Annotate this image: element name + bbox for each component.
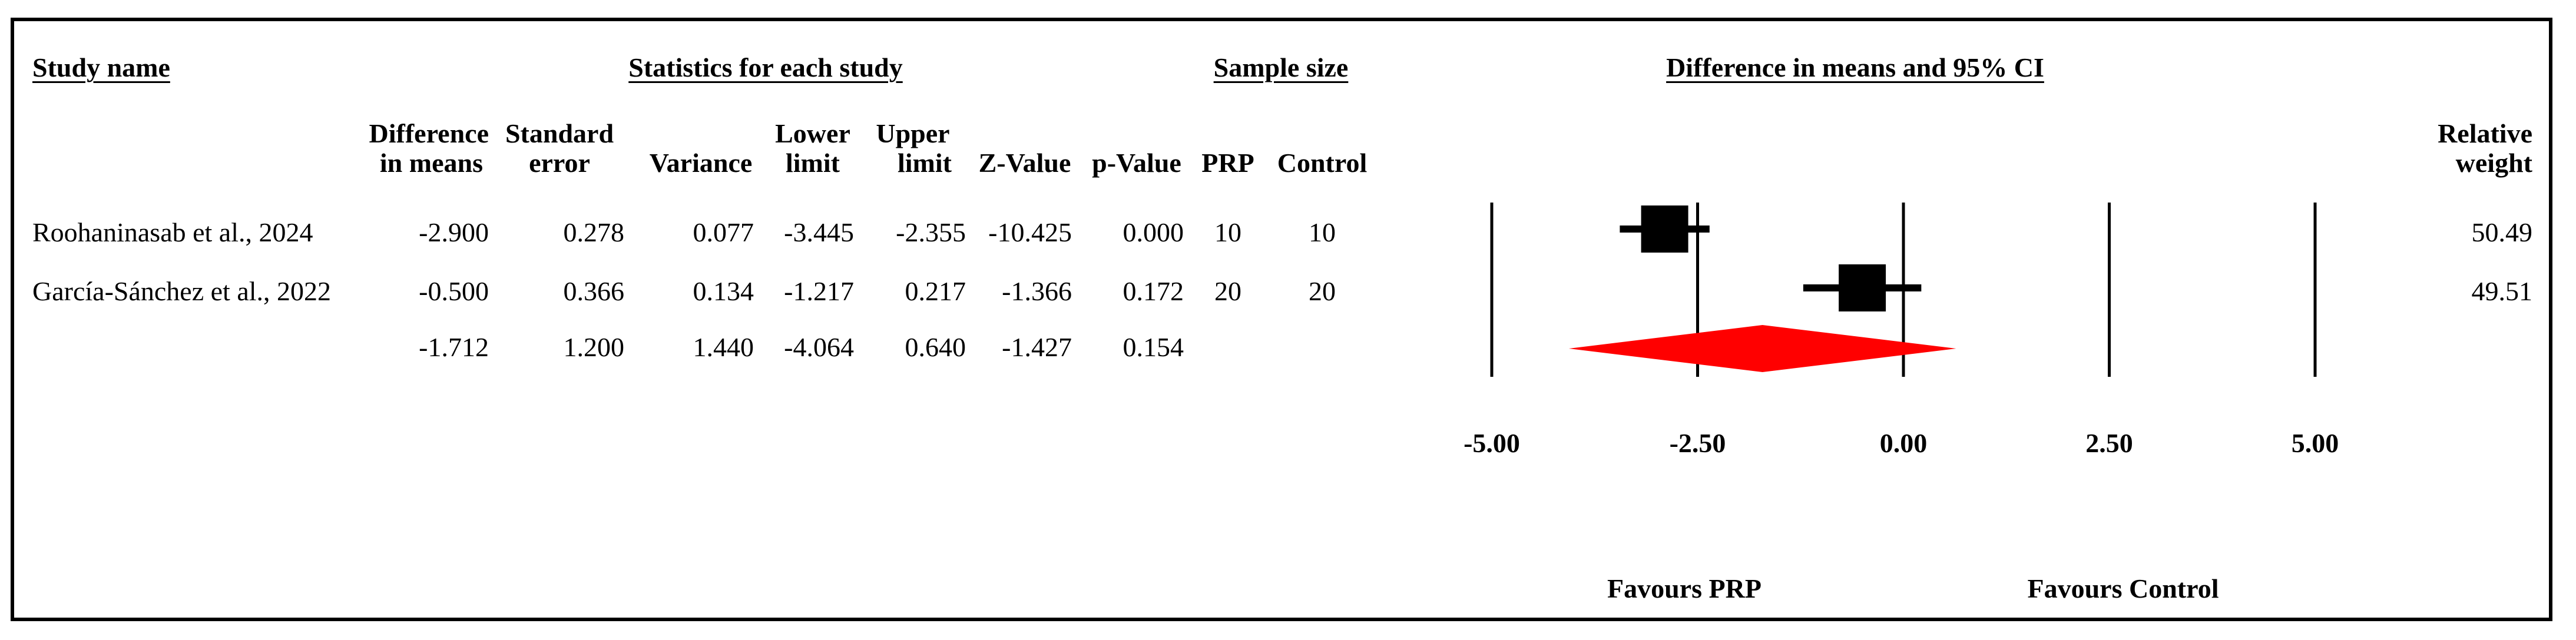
header-sample-size: Sample size bbox=[1213, 52, 1349, 82]
col-prp: PRP bbox=[1201, 148, 1254, 178]
x-tick-label-2: 0.00 bbox=[1880, 428, 1928, 458]
col-se-line1: Standard bbox=[505, 118, 614, 148]
summary-variance: 1.440 bbox=[693, 332, 754, 362]
col-weight-line1: Relative bbox=[2438, 118, 2532, 148]
study-marker-2 bbox=[1839, 264, 1886, 311]
row2-control: 20 bbox=[1309, 276, 1336, 306]
summary-diamond bbox=[1568, 325, 1956, 372]
col-weight-line2: weight bbox=[2455, 148, 2532, 178]
col-diff-line2: in means bbox=[379, 148, 483, 178]
favours-prp-label: Favours PRP bbox=[1607, 573, 1762, 603]
favours-control-label: Favours Control bbox=[2027, 573, 2219, 603]
col-diff-line1: Difference bbox=[369, 118, 489, 148]
header-plot-title: Difference in means and 95% CI bbox=[1666, 52, 2044, 82]
row1-variance: 0.077 bbox=[693, 217, 754, 247]
figure-frame bbox=[11, 18, 2552, 621]
row1-se: 0.278 bbox=[563, 217, 625, 247]
summary-se: 1.200 bbox=[563, 332, 625, 362]
col-z-value: Z-Value bbox=[978, 148, 1071, 178]
row1-lower: -3.445 bbox=[784, 217, 854, 247]
header-statistics: Statistics for each study bbox=[628, 52, 903, 82]
row1-study: Roohaninasab et al., 2024 bbox=[32, 217, 313, 247]
summary-upper: 0.640 bbox=[905, 332, 966, 362]
row1-diff: -2.900 bbox=[419, 217, 489, 247]
row1-prp: 10 bbox=[1214, 217, 1241, 247]
x-tick-label-1: -2.50 bbox=[1670, 428, 1726, 458]
col-variance: Variance bbox=[649, 148, 753, 178]
col-upper-line1: Upper bbox=[876, 118, 950, 148]
summary-diff: -1.712 bbox=[419, 332, 489, 362]
col-se-line2: error bbox=[529, 148, 590, 178]
row1-control: 10 bbox=[1309, 217, 1336, 247]
row2-p: 0.172 bbox=[1123, 276, 1184, 306]
study-marker-1 bbox=[1641, 205, 1688, 253]
row1-weight: 50.49 bbox=[2471, 217, 2533, 247]
row2-weight: 49.51 bbox=[2471, 276, 2533, 306]
row2-upper: 0.217 bbox=[905, 276, 966, 306]
row2-se: 0.366 bbox=[563, 276, 625, 306]
summary-p: 0.154 bbox=[1123, 332, 1184, 362]
row1-upper: -2.355 bbox=[896, 217, 966, 247]
row2-study: García-Sánchez et al., 2022 bbox=[32, 276, 332, 306]
col-upper-line2: limit bbox=[898, 148, 952, 178]
row2-z: -1.366 bbox=[1002, 276, 1072, 306]
x-tick-label-0: -5.00 bbox=[1464, 428, 1520, 458]
col-lower-line2: limit bbox=[786, 148, 840, 178]
row2-prp: 20 bbox=[1214, 276, 1241, 306]
header-study-name: Study name bbox=[32, 52, 170, 82]
row2-lower: -1.217 bbox=[784, 276, 854, 306]
col-lower-line1: Lower bbox=[775, 118, 850, 148]
summary-z: -1.427 bbox=[1002, 332, 1072, 362]
x-tick-label-4: 5.00 bbox=[2292, 428, 2339, 458]
row1-p: 0.000 bbox=[1123, 217, 1184, 247]
row2-variance: 0.134 bbox=[693, 276, 754, 306]
row2-diff: -0.500 bbox=[419, 276, 489, 306]
row1-z: -10.425 bbox=[988, 217, 1072, 247]
summary-lower: -4.064 bbox=[784, 332, 854, 362]
col-p-value: p-Value bbox=[1092, 148, 1181, 178]
x-tick-label-3: 2.50 bbox=[2085, 428, 2133, 458]
col-control: Control bbox=[1277, 148, 1368, 178]
